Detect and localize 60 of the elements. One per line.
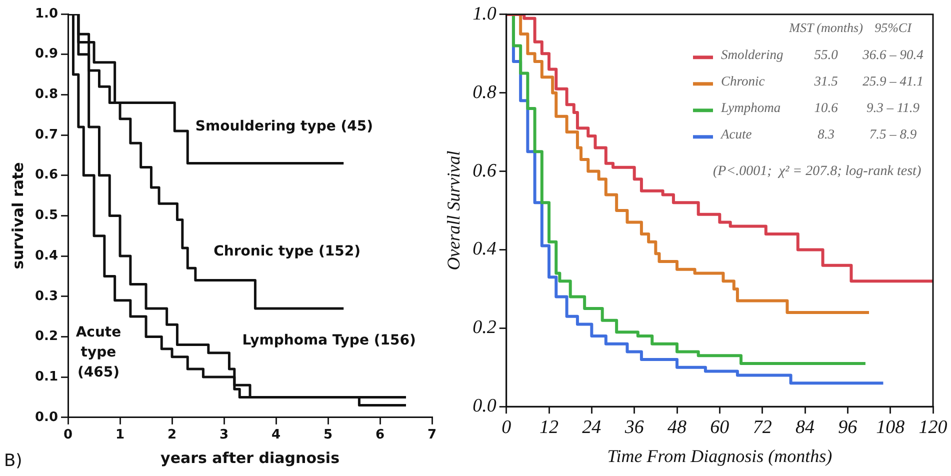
series-label: Acute type (465) [76, 324, 122, 380]
x-tick-label: 96 [838, 417, 858, 438]
y-tick-label: 0.1 [35, 369, 58, 384]
y-tick-label: 0.4 [35, 248, 58, 264]
x-tick-label: 3 [219, 428, 229, 443]
y-tick-label: 0.2 [35, 329, 58, 344]
y-tick-label: 0.6 [472, 160, 497, 182]
x-tick-label: 12 [540, 417, 560, 438]
x-tick-label: 7 [427, 428, 437, 443]
x-tick-label: 4 [271, 428, 281, 443]
x-tick-label: 60 [710, 417, 730, 438]
x-tick-label: 36 [624, 417, 644, 438]
annotation: MST (months) [788, 20, 863, 35]
y-tick-label: 0.0 [472, 396, 497, 417]
y-tick-label: 0.2 [472, 317, 497, 338]
annotation: 9.3 – 11.9 [866, 100, 920, 115]
x-tick-label: 1 [116, 428, 125, 443]
x-tick-label: 5 [323, 428, 333, 443]
text: B) [4, 450, 22, 471]
x-tick-label: 0 [502, 417, 512, 438]
x-axis-title: years after diagnosis [160, 448, 340, 467]
y-tick-label: 0.3 [35, 288, 58, 304]
x-tick-label: 120 [918, 417, 948, 438]
y-tick-label: 0.7 [35, 127, 58, 142]
annotation: 7.5 – 8.9 [869, 126, 917, 142]
series-label: Chronic type (152) [214, 244, 361, 260]
y-tick-label: 0.0 [35, 410, 58, 425]
x-tick-label: 72 [752, 417, 772, 438]
annotation: 31.5 [813, 73, 838, 88]
x-axis-title: Time From Diagnosis (months) [607, 446, 832, 466]
legend-label: Lymphoma [720, 100, 781, 115]
x-tick-label: 24 [582, 417, 602, 438]
annotation: 95%CI [874, 20, 912, 35]
y-tick-label: 0.5 [35, 208, 58, 224]
legend-label: Smoldering [721, 46, 784, 62]
y-tick-label: 1.0 [472, 3, 497, 24]
series-label: Smouldering type (45) [195, 118, 374, 135]
y-tick-label: 0.6 [35, 168, 58, 183]
annotation: (P<.0001; χ² = 207.8; log-rank test) [713, 164, 922, 180]
legend-label: Chronic [721, 73, 765, 88]
series-label: Lymphoma Type (156) [242, 332, 416, 348]
annotation: 25.9 – 41.1 [862, 73, 924, 88]
annotation: 36.6 – 90.4 [862, 46, 924, 62]
x-tick-label: 2 [167, 428, 177, 443]
annotation: 55.0 [814, 46, 838, 62]
y-tick-label: 1.0 [35, 6, 58, 22]
x-tick-label: 48 [668, 417, 688, 438]
x-tick-label: 0 [64, 428, 73, 443]
y-tick-label: 0.8 [472, 82, 497, 103]
annotation: 10.6 [814, 100, 838, 115]
annotation: 8.3 [818, 126, 835, 142]
y-axis-title: survival rate [8, 162, 27, 270]
y-tick-label: 0.8 [35, 87, 58, 102]
legend-label: Acute [720, 126, 752, 142]
y-tick-label: 0.9 [35, 46, 58, 62]
x-tick-label: 108 [876, 417, 906, 438]
x-tick-label: 6 [375, 428, 385, 443]
x-tick-label: 84 [796, 417, 816, 438]
y-tick-label: 0.4 [472, 238, 497, 260]
y-axis-title: Overall Survival [444, 150, 464, 270]
